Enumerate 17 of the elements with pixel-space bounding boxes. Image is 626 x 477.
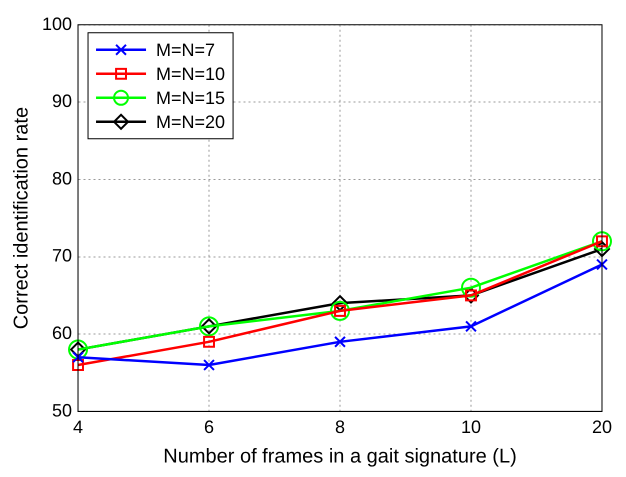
x-tick-label: 8 bbox=[335, 417, 346, 438]
legend-label: M=N=7 bbox=[156, 40, 216, 60]
x-tick-label: 4 bbox=[73, 417, 84, 438]
legend-label: M=N=10 bbox=[156, 64, 226, 84]
legend-label: M=N=20 bbox=[156, 112, 226, 132]
x-tick-label: 6 bbox=[204, 417, 214, 438]
y-tick-label: 90 bbox=[52, 91, 72, 112]
y-tick-label: 50 bbox=[52, 400, 72, 420]
x-axis-title: Number of frames in a gait signature (L) bbox=[163, 446, 517, 468]
legend-label: M=N=15 bbox=[156, 88, 226, 108]
y-tick-label: 100 bbox=[42, 14, 72, 34]
y-tick-label: 60 bbox=[52, 323, 72, 344]
y-tick-label: 80 bbox=[52, 168, 72, 188]
x-tick-label: 20 bbox=[592, 417, 612, 438]
y-tick-label: 70 bbox=[52, 246, 72, 266]
y-axis-title: Correct identification rate bbox=[10, 106, 33, 330]
x-tick-label: 10 bbox=[460, 417, 482, 438]
